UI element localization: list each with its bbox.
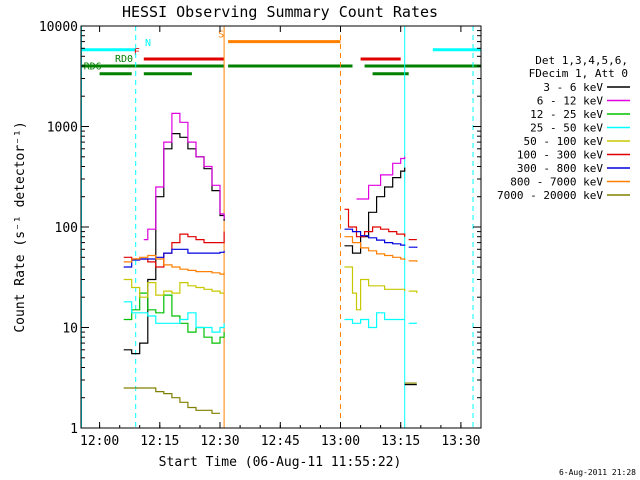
flag-label-n: N [145, 38, 151, 49]
series-line-6-seg-0 [123, 248, 225, 268]
legend-title-line-2: FDecim 1, Att 0 [529, 67, 628, 80]
series-line-6-seg-1 [344, 228, 406, 246]
series-line-0-seg-1 [344, 167, 406, 254]
legend-label-6: 300 - 800 keV [517, 162, 603, 175]
x-tick-label-3: 12:45 [261, 434, 300, 449]
legend-label-7: 800 - 7000 keV [510, 176, 603, 189]
x-axis-label: Start Time (06-Aug-11 11:55:22) [159, 455, 402, 470]
legend-label-5: 100 - 300 keV [517, 149, 603, 162]
series-line-8-seg-0 [123, 387, 220, 414]
y-tick-label-2: 100 [55, 221, 78, 236]
x-tick-label-1: 12:15 [140, 434, 179, 449]
series-line-4-seg-0 [123, 278, 225, 298]
series-line-4-seg-2 [408, 290, 418, 294]
series-line-1-seg-0 [143, 112, 225, 241]
y-tick-label-1: 10 [62, 322, 78, 337]
series-line-7-seg-1 [344, 236, 406, 260]
legend-label-3: 25 - 50 keV [530, 122, 603, 135]
series-lines [123, 112, 418, 414]
timestamp: 6-Aug-2011 21:28 [559, 468, 636, 477]
plot-frame [80, 25, 482, 429]
series-line-4-seg-1 [344, 266, 406, 311]
series-line-5-seg-1 [344, 208, 406, 238]
chart-title: HESSI Observing Summary Count Rates [122, 3, 438, 21]
series-line-2-seg-0 [123, 292, 225, 344]
y-tick-label-0: 1 [70, 422, 78, 437]
y-axis: 1 10 100 1000 10000 [39, 20, 481, 437]
series-line-3-seg-0 [123, 301, 225, 333]
x-tick-label-5: 13:15 [381, 434, 420, 449]
legend-label-0: 3 - 6 keV [543, 81, 603, 94]
series-line-6-seg-2 [408, 246, 418, 248]
flag-label-f: F [134, 47, 140, 58]
flag-label-rd6: RD6 [84, 62, 102, 73]
legend-title-line-1: Det 1,3,4,5,6, [535, 54, 628, 67]
x-tick-label-4: 13:00 [321, 434, 360, 449]
x-tick-label-0: 12:00 [80, 434, 119, 449]
series-line-7-seg-0 [123, 254, 225, 275]
x-tick-label-2: 12:30 [200, 434, 239, 449]
y-axis-label: Count Rate (s⁻¹ detector⁻¹) [13, 121, 28, 332]
legend-label-8: 7000 - 20000 keV [497, 189, 603, 202]
time-markers [81, 26, 474, 428]
series-line-7-seg-2 [408, 260, 418, 262]
legend-label-4: 50 - 100 keV [524, 135, 604, 148]
series-line-3-seg-1 [344, 312, 405, 329]
y-tick-label-4: 10000 [39, 20, 78, 35]
x-tick-label-6: 13:30 [441, 434, 480, 449]
series-line-1-seg-1 [356, 156, 406, 200]
flag-label-s: S [218, 30, 224, 41]
x-axis: 12:00 12:15 12:30 12:45 13:00 13:15 13:30 [80, 26, 480, 449]
legend-label-1: 6 - 12 keV [537, 95, 604, 108]
y-tick-label-3: 1000 [47, 121, 78, 136]
legend-label-2: 12 - 25 keV [530, 108, 603, 121]
flag-label-rd0: RD0 [115, 54, 133, 65]
